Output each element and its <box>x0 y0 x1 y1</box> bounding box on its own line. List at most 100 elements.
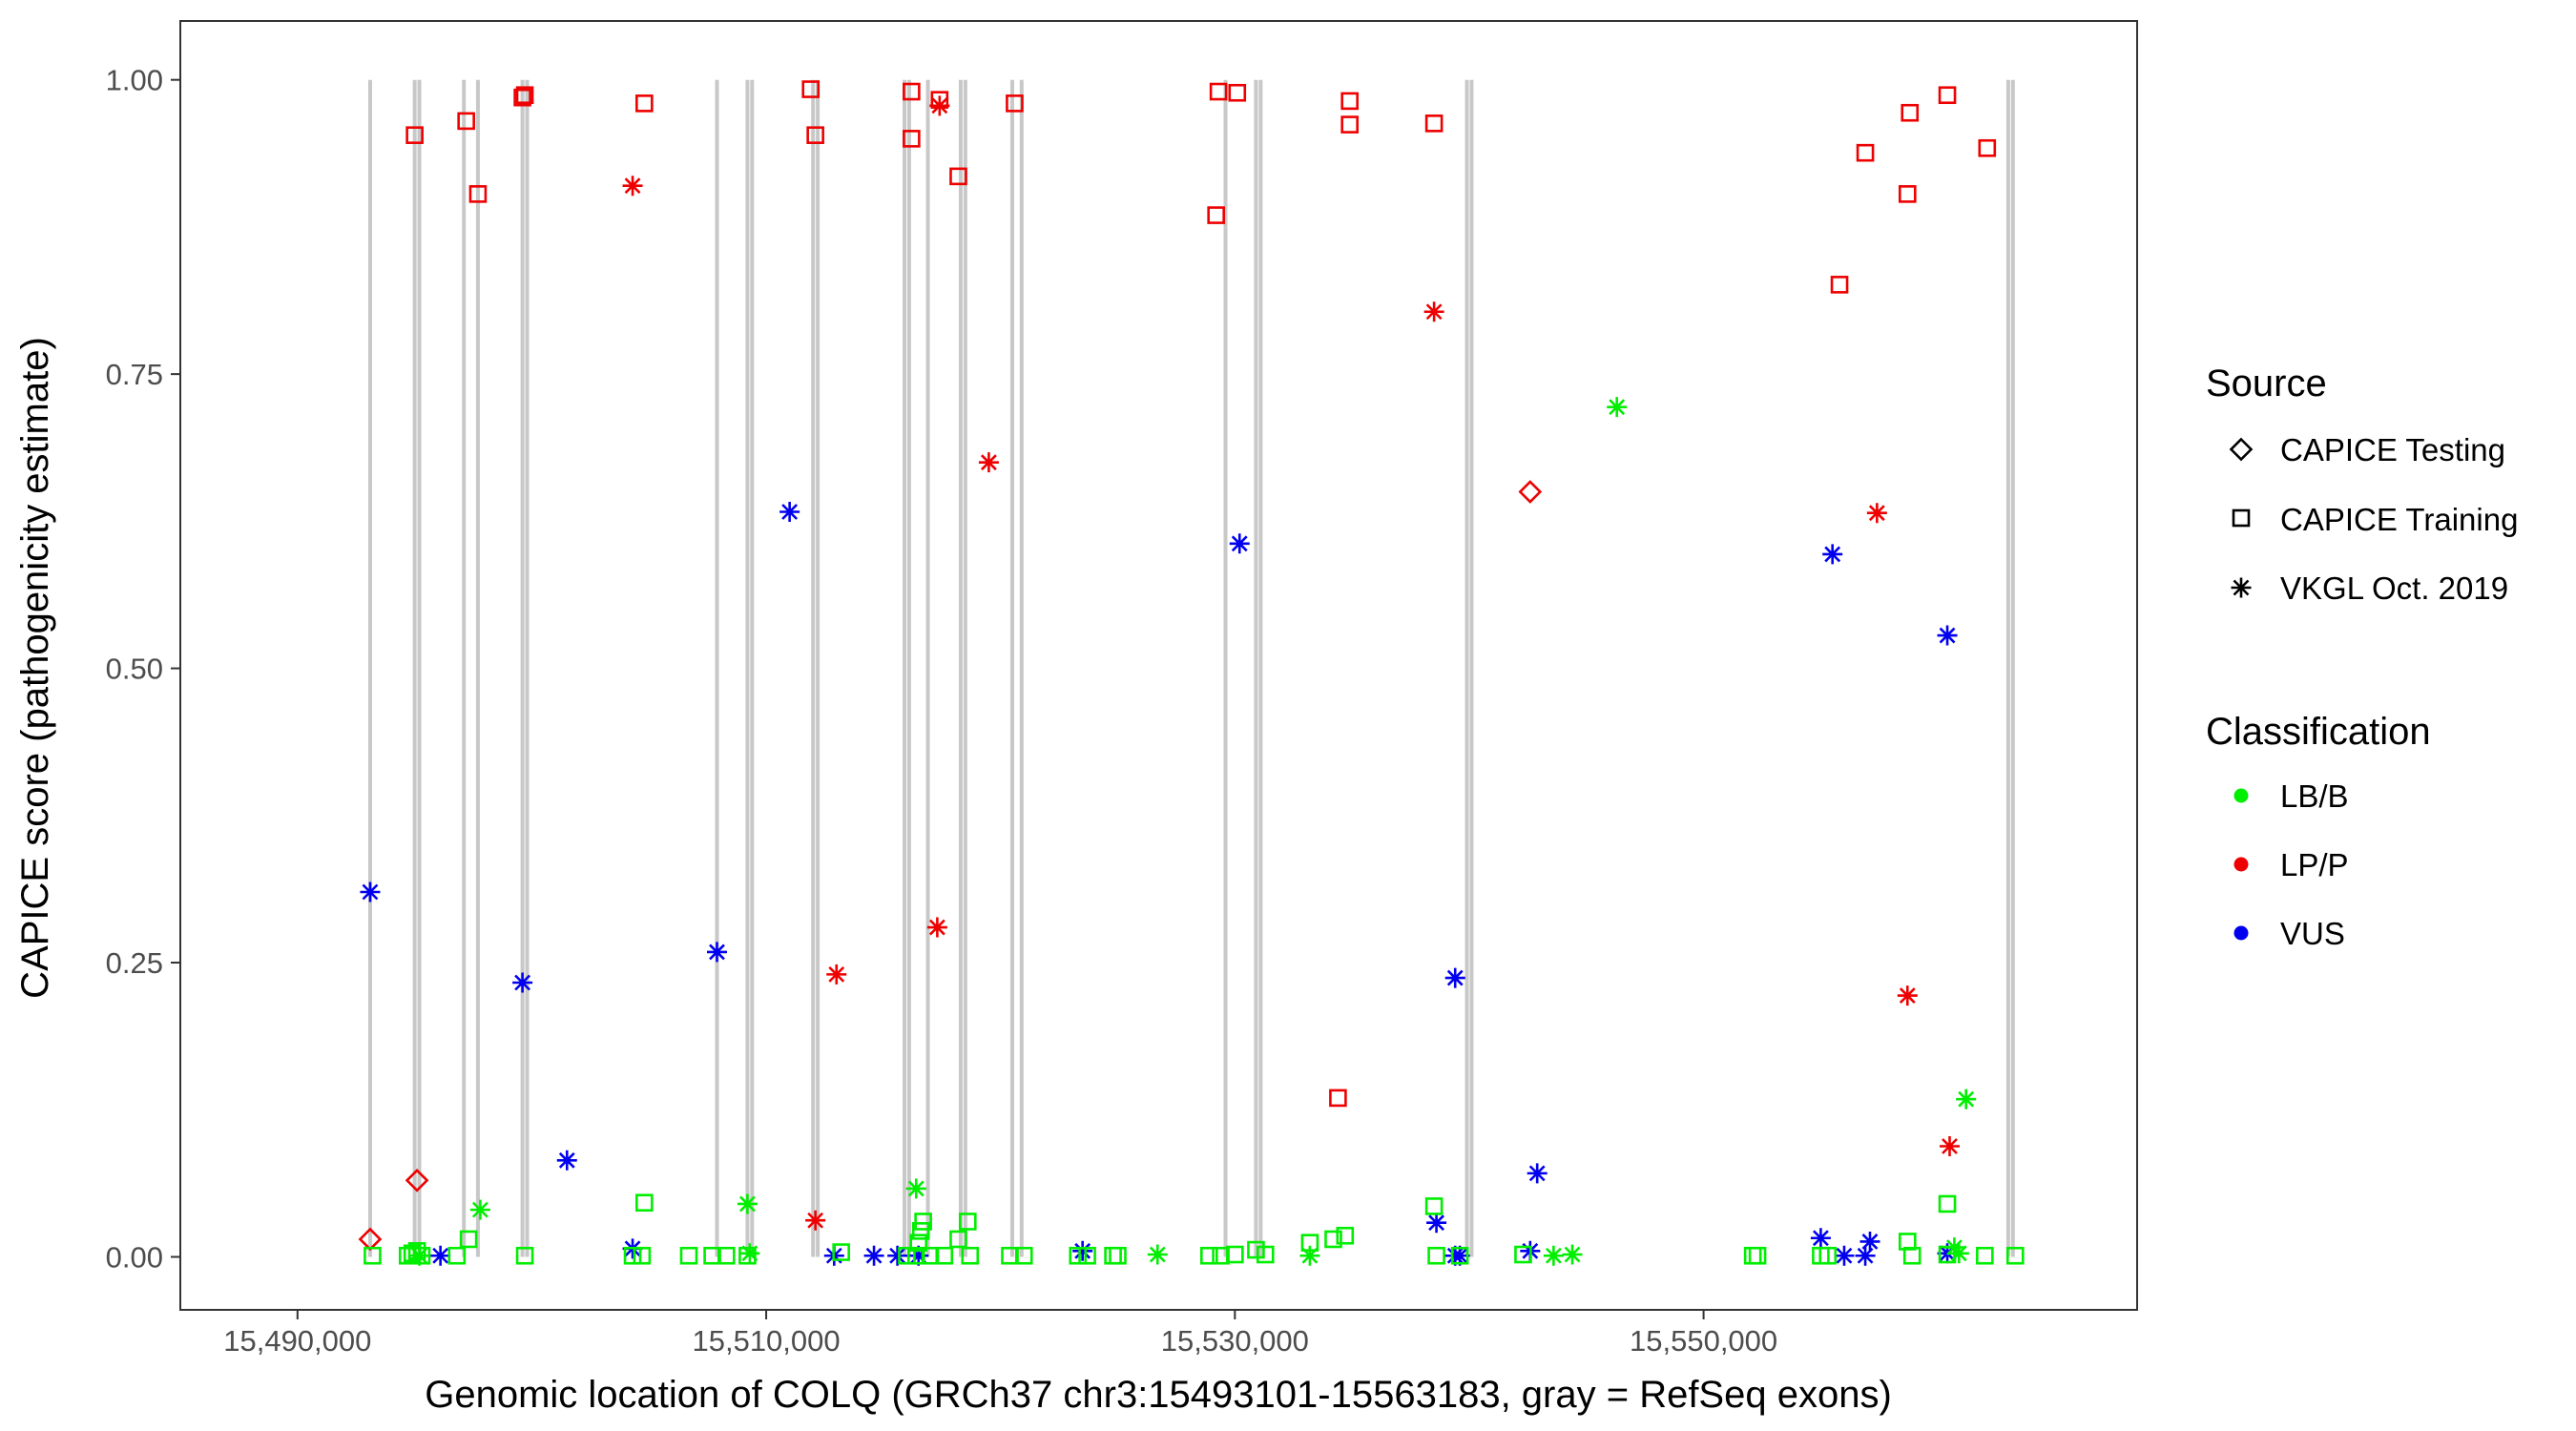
data-point <box>1423 301 1444 322</box>
data-point <box>1424 1197 1444 1215</box>
legend-class-keys <box>2233 788 2249 941</box>
data-point <box>738 1246 757 1265</box>
data-point <box>832 1243 850 1261</box>
data-point <box>1956 1089 1977 1110</box>
data-point <box>457 112 475 131</box>
legend-source-keys <box>2229 437 2254 598</box>
data-point <box>887 1245 908 1266</box>
axes: 0.00 0.25 0.50 0.75 1.00 15,490,000 15,510,000… <box>106 64 1778 1358</box>
data-point <box>1450 1246 1469 1265</box>
data-point <box>515 86 534 105</box>
data-point <box>717 1246 736 1265</box>
data-point <box>1518 480 1543 504</box>
data-point <box>1340 115 1359 134</box>
legend-source-label-testing: CAPICE Testing <box>2280 432 2505 467</box>
data-point <box>1427 1246 1445 1265</box>
data-point <box>911 1222 930 1240</box>
legend-key-color <box>2233 925 2249 941</box>
x-axis-title: Genomic location of COLQ (GRCh37 chr3:15… <box>425 1374 1892 1416</box>
data-point <box>898 1246 916 1265</box>
legend-key-square <box>2232 508 2251 528</box>
legend-source-label-training: CAPICE Training <box>2280 502 2518 537</box>
data-point <box>903 82 921 101</box>
data-point <box>1822 544 1843 565</box>
y-tick-label: 0.50 <box>106 653 163 686</box>
data-point <box>1830 276 1849 294</box>
data-point <box>1901 103 1920 122</box>
y-tick-label: 0.00 <box>106 1240 163 1274</box>
data-points <box>358 80 2025 1266</box>
data-point <box>1855 1245 1876 1266</box>
data-point <box>1069 1246 1088 1265</box>
data-point <box>1940 1136 1960 1156</box>
legend-class-label-vus: VUS <box>2280 916 2345 951</box>
x-tick-label: 15,550,000 <box>1630 1324 1777 1358</box>
x-tick-label: 15,530,000 <box>1161 1324 1309 1358</box>
data-point <box>1514 1245 1532 1264</box>
data-point <box>739 1243 760 1264</box>
y-axis-title: CAPICE score (pathogenicity estimate) <box>14 337 56 999</box>
data-point <box>1743 1246 1762 1265</box>
data-point <box>1104 1246 1122 1265</box>
data-point <box>826 964 847 985</box>
data-point <box>405 1168 429 1192</box>
x-tick-label: 15,490,000 <box>223 1324 371 1358</box>
legend-key-color <box>2233 788 2249 803</box>
data-point <box>447 1246 467 1265</box>
data-point <box>1014 1246 1033 1265</box>
data-point <box>706 942 727 963</box>
data-point <box>1256 1245 1275 1264</box>
data-point <box>556 1150 577 1171</box>
data-point <box>2005 1246 2025 1265</box>
data-point <box>949 1230 967 1249</box>
legend-class-label-lbb: LB/B <box>2280 778 2349 814</box>
data-point <box>978 452 999 473</box>
data-point <box>1072 1240 1093 1261</box>
data-point <box>1897 985 1918 1006</box>
data-point <box>961 1246 980 1265</box>
data-point <box>779 501 800 522</box>
data-point <box>364 1246 382 1265</box>
data-point <box>1247 1240 1265 1259</box>
data-point <box>1938 86 1957 105</box>
data-point <box>1449 1245 1470 1266</box>
data-point <box>513 88 531 107</box>
data-point <box>1938 1194 1957 1213</box>
data-point <box>633 1246 652 1265</box>
data-point <box>1200 1246 1218 1265</box>
data-point <box>405 126 424 144</box>
data-point <box>515 1246 534 1265</box>
data-point <box>1299 1245 1320 1266</box>
data-point <box>905 1178 926 1199</box>
data-point <box>1607 397 1628 418</box>
data-point <box>737 1193 758 1214</box>
y-tick-label: 0.75 <box>106 358 163 391</box>
data-point <box>1147 1244 1168 1265</box>
data-point <box>635 1193 654 1213</box>
y-tick-label: 1.00 <box>106 64 163 97</box>
data-point <box>1543 1245 1564 1266</box>
data-point <box>1109 1246 1127 1265</box>
legend: Source CAPICE Testing CAPICE Training VK… <box>2206 363 2518 951</box>
data-point <box>1444 967 1465 988</box>
data-point <box>1324 1230 1342 1249</box>
data-point <box>1902 1246 1922 1265</box>
data-point <box>409 1245 430 1266</box>
data-point <box>430 1245 451 1266</box>
data-point <box>935 1246 954 1265</box>
data-point <box>1226 1245 1244 1264</box>
data-point <box>1834 1245 1855 1266</box>
data-point <box>914 1213 932 1231</box>
data-point <box>1810 1228 1831 1249</box>
data-point <box>469 1199 490 1220</box>
data-point <box>459 1230 478 1249</box>
data-point <box>908 1245 929 1266</box>
y-tick-label: 0.25 <box>106 946 163 980</box>
data-point <box>468 185 488 203</box>
data-point <box>909 1234 928 1252</box>
legend-key-asterisk <box>2231 577 2252 598</box>
data-point <box>1748 1246 1767 1265</box>
data-point <box>1937 625 1958 646</box>
data-point <box>959 1213 977 1231</box>
